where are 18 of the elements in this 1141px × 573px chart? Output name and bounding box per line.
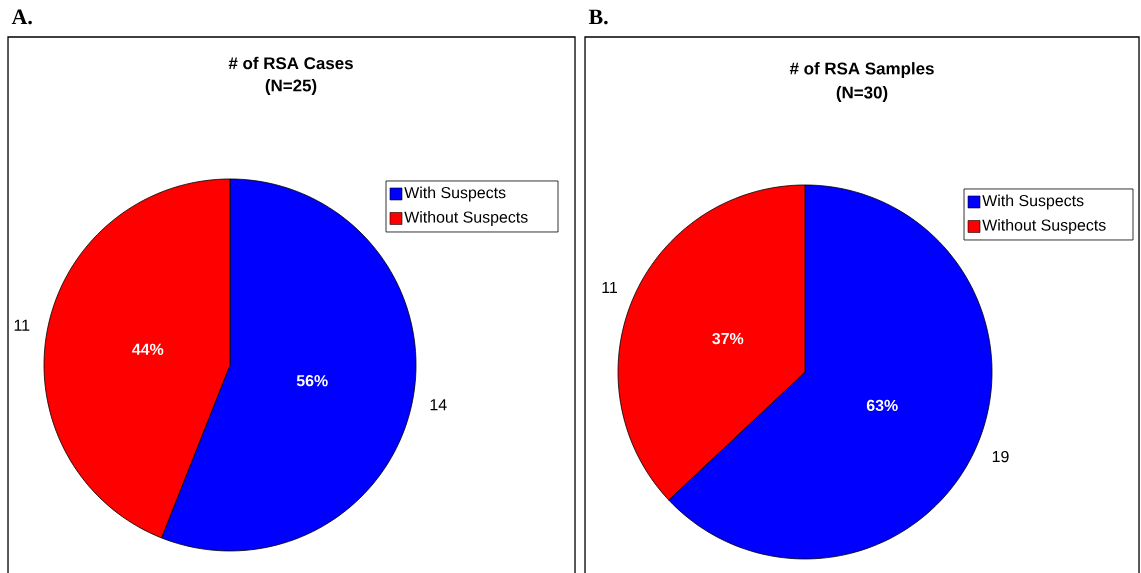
legend-label: With Suspects: [982, 194, 1084, 210]
legend-label: Without Suspects: [404, 211, 528, 226]
text: 11: [14, 319, 30, 331]
chart-subtitle: (N=30): [836, 86, 888, 102]
legend-label: Without Suspects: [982, 219, 1106, 234]
data-label: 56%: [296, 375, 328, 387]
chart-title: # of RSA Samples: [789, 62, 934, 78]
text: 19: [992, 450, 1009, 463]
legend-label: With Suspects: [404, 186, 506, 202]
chart-subtitle: (N=25): [265, 79, 317, 95]
text: B.: [588, 9, 608, 25]
chart-title: # of RSA Cases: [228, 56, 353, 70]
text: A.: [11, 9, 32, 25]
data-label: 63%: [866, 399, 898, 412]
data-label: 44%: [132, 343, 164, 355]
text: 14: [430, 399, 447, 411]
data-label: 37%: [712, 332, 744, 345]
text: 11: [602, 281, 618, 293]
